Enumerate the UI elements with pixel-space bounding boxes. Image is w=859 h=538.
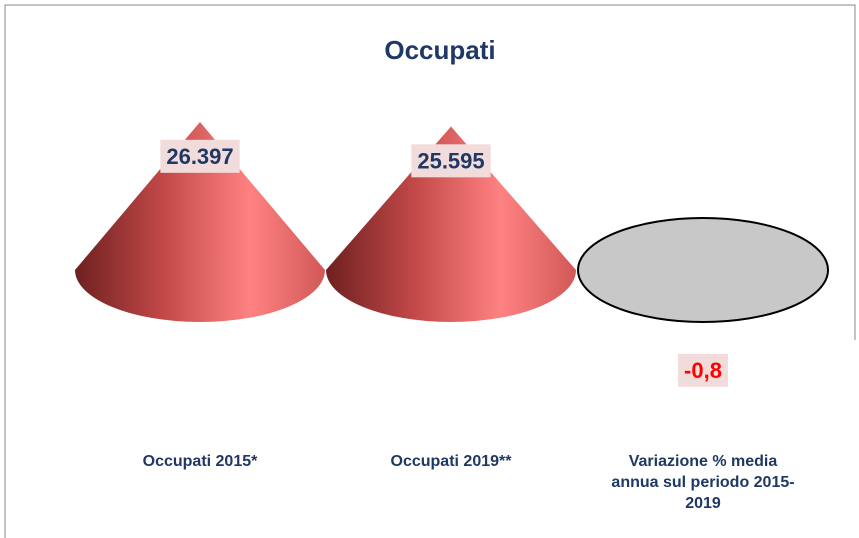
value-label: 25.595 <box>417 148 484 173</box>
value-label-box <box>160 139 240 173</box>
cone <box>326 126 576 322</box>
cone-base <box>577 217 829 323</box>
cone <box>75 122 325 322</box>
category-label: Variazione % media annua sul periodo 201… <box>611 453 795 512</box>
value-label-box <box>678 353 728 387</box>
category-label: Occupati 2015* <box>142 453 258 470</box>
value-label: -0,8 <box>684 358 722 383</box>
frame <box>4 4 856 538</box>
value-label: 26.397 <box>166 144 233 169</box>
chart-title: Occupati <box>384 35 495 65</box>
category-label: Occupati 2019** <box>390 453 512 470</box>
value-label-box <box>411 144 491 178</box>
